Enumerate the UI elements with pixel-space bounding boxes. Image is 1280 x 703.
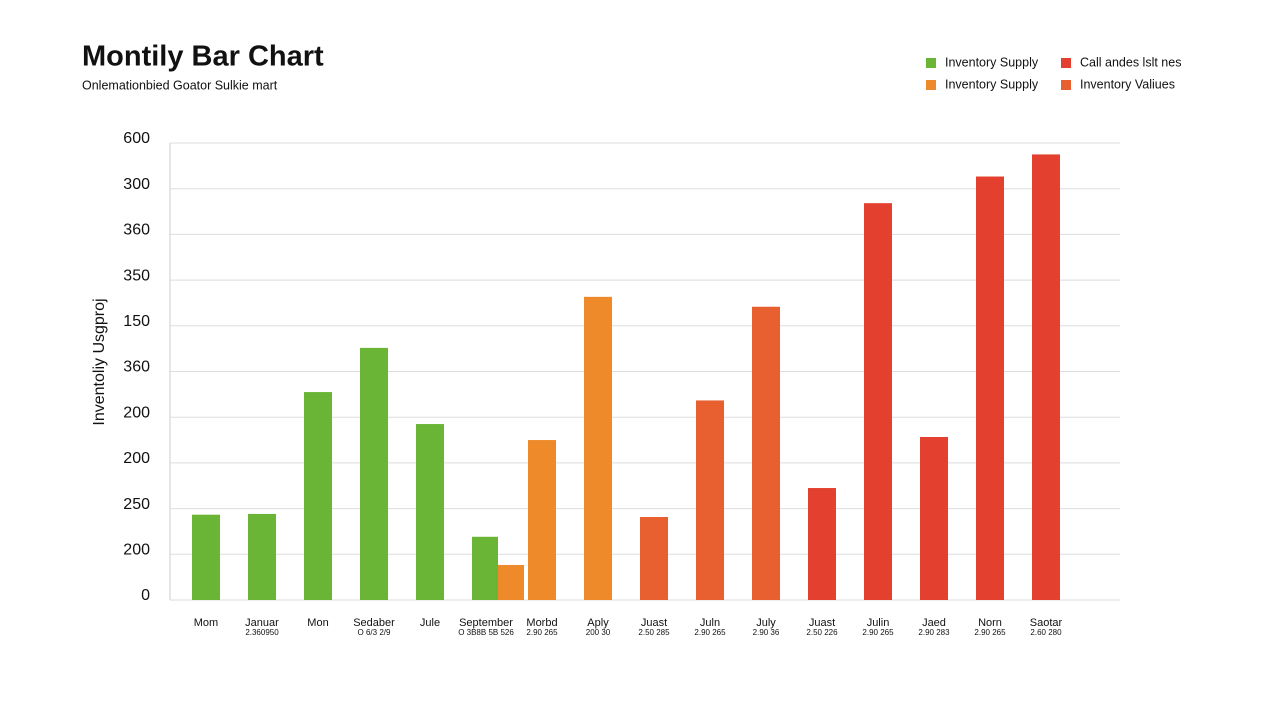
bar bbox=[752, 306, 780, 600]
bar bbox=[976, 176, 1004, 600]
x-tick-sublabel: 2.90 265 bbox=[694, 628, 726, 637]
x-tick-sublabel: O 3B8B 5B 526 bbox=[458, 628, 514, 637]
x-tick-label: Juln bbox=[700, 617, 720, 629]
y-tick-label: 200 bbox=[123, 450, 150, 467]
x-tick-sublabel: O 6/3 2/9 bbox=[358, 628, 391, 637]
x-tick-sublabel: 200 30 bbox=[586, 628, 611, 637]
y-tick-label: 200 bbox=[123, 404, 150, 421]
x-tick-label: Juast bbox=[641, 617, 667, 629]
legend-label: Inventory Supply bbox=[945, 55, 1039, 69]
legend-label: Inventory Valiues bbox=[1080, 77, 1175, 91]
bar bbox=[192, 514, 220, 600]
y-tick-label: 600 bbox=[123, 130, 150, 147]
x-tick-label: Jaed bbox=[922, 617, 946, 629]
x-tick-sublabel: 2.50 285 bbox=[638, 628, 670, 637]
x-tick-sublabel: 2.90 265 bbox=[526, 628, 558, 637]
bar bbox=[864, 203, 892, 600]
y-tick-label: 350 bbox=[123, 267, 150, 284]
x-tick-label: Juast bbox=[809, 617, 835, 629]
x-tick-label: Morbd bbox=[526, 617, 557, 629]
x-tick-sublabel: 2.90 265 bbox=[862, 628, 894, 637]
bar bbox=[640, 516, 668, 600]
bar bbox=[920, 437, 948, 600]
y-tick-label: 250 bbox=[123, 496, 150, 513]
y-tick-label: 200 bbox=[123, 542, 150, 559]
chart-title: Montily Bar Chart bbox=[82, 41, 324, 73]
legend-swatch bbox=[1061, 80, 1071, 90]
legend-label: Call andes lslt nes bbox=[1080, 55, 1181, 69]
x-tick-label: Norn bbox=[978, 617, 1002, 629]
bar bbox=[584, 296, 612, 600]
bar bbox=[360, 347, 388, 600]
y-tick-label: 150 bbox=[123, 313, 150, 330]
bar bbox=[416, 424, 444, 600]
x-tick-sublabel: 2.60 280 bbox=[1030, 628, 1062, 637]
x-tick-label: Mom bbox=[194, 617, 218, 629]
x-tick-label: September bbox=[459, 617, 513, 629]
x-tick-label: Sedaber bbox=[353, 617, 395, 629]
bar bbox=[528, 440, 556, 600]
x-tick-label: July bbox=[756, 617, 776, 629]
legend-swatch bbox=[1061, 58, 1071, 68]
x-tick-sublabel: 2.90 283 bbox=[918, 628, 950, 637]
y-tick-label: 0 bbox=[141, 587, 150, 604]
y-tick-label: 300 bbox=[123, 176, 150, 193]
legend-label: Inventory Supply bbox=[945, 77, 1039, 91]
x-tick-sublabel: 2.360950 bbox=[245, 628, 279, 637]
bar bbox=[696, 400, 724, 600]
bar bbox=[808, 488, 836, 600]
bar bbox=[498, 564, 524, 600]
y-tick-label: 360 bbox=[123, 359, 150, 376]
y-axis-title: Inventoliy Usgproj bbox=[91, 298, 108, 425]
x-tick-sublabel: 2.50 226 bbox=[806, 628, 838, 637]
x-tick-sublabel: 2.90 265 bbox=[974, 628, 1006, 637]
x-tick-label: Aply bbox=[587, 617, 609, 629]
bar bbox=[472, 536, 498, 600]
x-tick-sublabel: 2.90 36 bbox=[753, 628, 780, 637]
bar bbox=[248, 513, 276, 600]
legend-swatch bbox=[926, 58, 936, 68]
x-tick-label: Saotar bbox=[1030, 617, 1063, 629]
y-tick-label: 360 bbox=[123, 222, 150, 239]
x-tick-label: Jule bbox=[420, 617, 440, 629]
legend-swatch bbox=[926, 80, 936, 90]
x-tick-label: Julin bbox=[867, 617, 890, 629]
bar bbox=[304, 392, 332, 600]
x-tick-label: Januar bbox=[245, 617, 279, 629]
bar bbox=[1032, 154, 1060, 601]
chart-subtitle: Onlemationbied Goator Sulkie mart bbox=[82, 78, 278, 92]
x-tick-label: Mon bbox=[307, 617, 328, 629]
